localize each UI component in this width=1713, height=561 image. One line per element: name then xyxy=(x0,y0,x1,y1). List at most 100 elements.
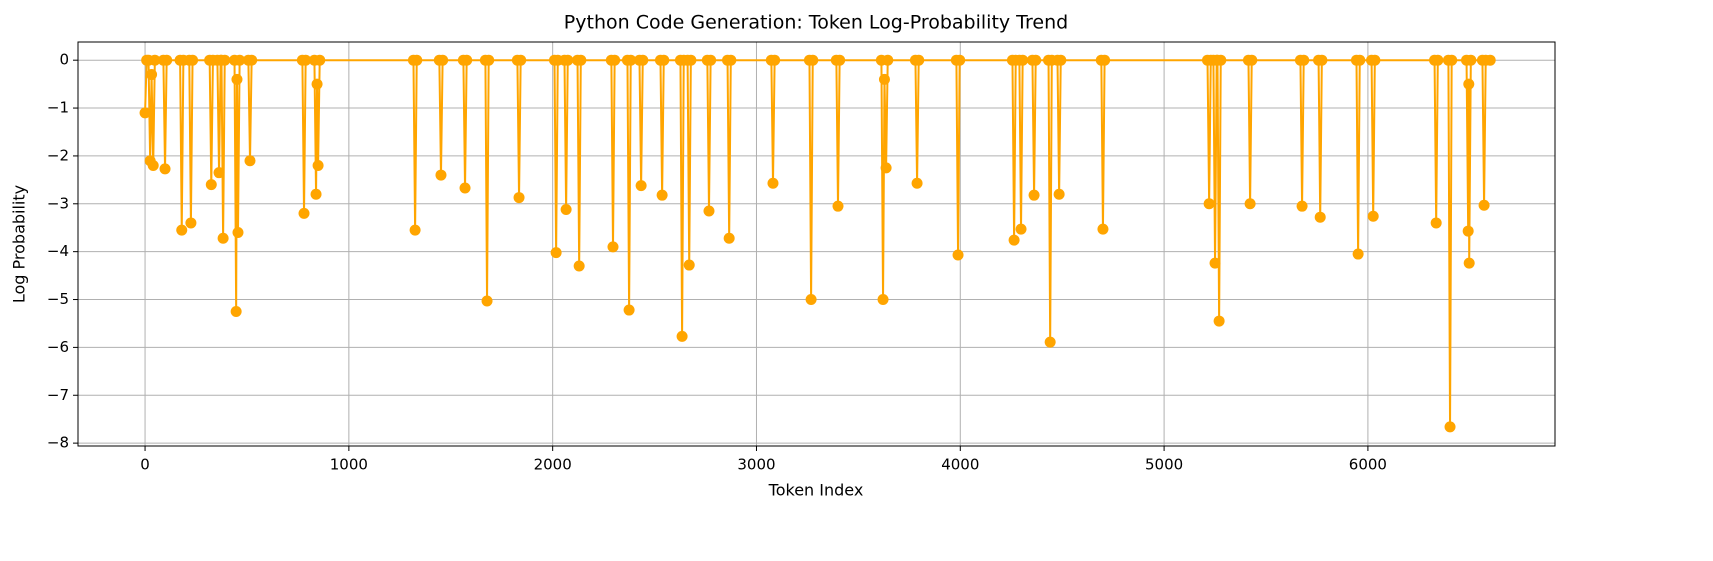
data-point xyxy=(1432,54,1444,66)
data-point xyxy=(1008,234,1020,246)
data-point xyxy=(607,241,619,253)
data-point xyxy=(834,54,846,66)
data-point xyxy=(437,54,449,66)
data-point xyxy=(658,54,670,66)
data-point xyxy=(1462,225,1474,237)
data-point xyxy=(676,330,688,342)
data-point xyxy=(298,207,310,219)
data-point xyxy=(1099,54,1111,66)
data-point xyxy=(1430,217,1442,229)
data-point xyxy=(573,260,585,272)
data-point xyxy=(1478,199,1490,211)
data-point xyxy=(625,54,637,66)
data-point xyxy=(1367,210,1379,222)
data-point xyxy=(481,295,493,307)
data-point xyxy=(139,107,151,119)
plot-frame xyxy=(77,41,1556,447)
data-point xyxy=(187,54,199,66)
x-tick-label: 1000 xyxy=(330,456,368,474)
data-point xyxy=(234,54,246,66)
data-point xyxy=(1296,200,1308,212)
x-tick-label: 6000 xyxy=(1349,456,1387,474)
data-point xyxy=(1484,54,1496,66)
data-point xyxy=(1369,54,1381,66)
data-point xyxy=(213,167,225,179)
y-tick-label: −7 xyxy=(47,386,69,404)
data-point xyxy=(300,54,312,66)
data-point xyxy=(560,204,572,216)
data-point xyxy=(1463,257,1475,269)
data-point xyxy=(911,177,923,189)
data-point xyxy=(159,163,171,175)
y-tick-label: −4 xyxy=(47,242,69,260)
x-tick-label: 0 xyxy=(140,456,150,474)
data-point xyxy=(877,294,889,306)
data-point xyxy=(1465,54,1477,66)
data-point xyxy=(1463,78,1475,90)
data-point xyxy=(1209,257,1221,269)
data-point xyxy=(1446,54,1458,66)
x-tick-label: 5000 xyxy=(1145,456,1183,474)
data-point xyxy=(725,54,737,66)
data-point xyxy=(483,54,495,66)
data-point xyxy=(683,259,695,271)
data-point xyxy=(575,54,587,66)
data-point xyxy=(232,227,244,239)
data-point xyxy=(461,54,473,66)
data-point xyxy=(705,54,717,66)
data-point xyxy=(882,54,894,66)
x-tick-label: 2000 xyxy=(534,456,572,474)
data-point xyxy=(954,54,966,66)
y-tick-label: −2 xyxy=(47,146,69,164)
data-point xyxy=(244,155,256,167)
data-point xyxy=(913,54,925,66)
data-point xyxy=(1352,248,1364,260)
data-point xyxy=(149,54,161,66)
data-point xyxy=(435,169,447,181)
data-point xyxy=(952,249,964,261)
data-point xyxy=(685,54,697,66)
data-point xyxy=(1030,54,1042,66)
data-point xyxy=(161,54,173,66)
data-point xyxy=(230,305,242,317)
data-point xyxy=(767,177,779,189)
data-point xyxy=(635,180,647,192)
data-point xyxy=(878,73,890,85)
data-point xyxy=(623,304,635,316)
data-point xyxy=(805,294,817,306)
y-tick-label: −3 xyxy=(47,194,69,212)
data-point xyxy=(459,182,471,194)
data-point xyxy=(1028,189,1040,201)
data-point xyxy=(515,54,527,66)
data-point xyxy=(513,192,525,204)
data-point xyxy=(1444,421,1456,433)
data-point xyxy=(1053,188,1065,200)
data-point xyxy=(880,162,892,174)
data-point xyxy=(703,205,715,217)
data-point xyxy=(769,54,781,66)
data-point xyxy=(832,200,844,212)
data-point xyxy=(550,247,562,259)
data-point xyxy=(147,159,159,171)
data-point xyxy=(1044,336,1056,348)
data-point xyxy=(219,54,231,66)
data-point xyxy=(723,232,735,244)
data-point xyxy=(205,179,217,191)
data-point xyxy=(1097,223,1109,235)
data-point xyxy=(1055,54,1067,66)
x-tick-label: 4000 xyxy=(941,456,979,474)
data-point xyxy=(609,54,621,66)
data-point xyxy=(1215,54,1227,66)
data-point xyxy=(311,78,323,90)
data-point xyxy=(246,54,258,66)
y-tick-label: −6 xyxy=(47,338,69,356)
data-point xyxy=(146,69,158,81)
data-point xyxy=(1015,223,1027,235)
data-point xyxy=(1316,54,1328,66)
data-point xyxy=(1246,54,1258,66)
data-point xyxy=(807,54,819,66)
data-point xyxy=(314,54,326,66)
y-axis-label: Log Probability xyxy=(10,185,29,303)
data-line xyxy=(144,59,1491,427)
